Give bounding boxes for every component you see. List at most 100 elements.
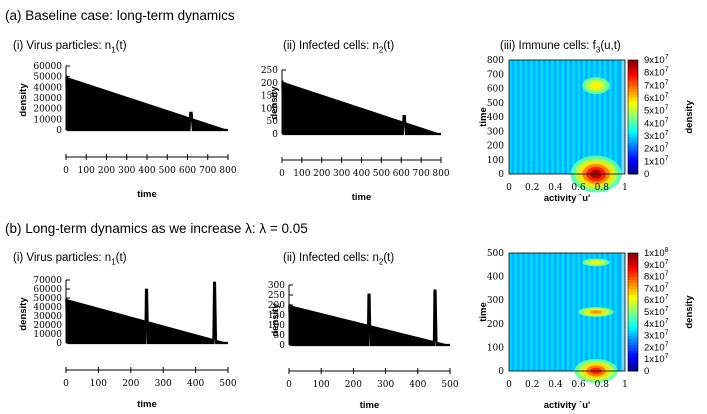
x-tick-label: 100 <box>78 166 95 176</box>
y-tick-label: 100 <box>268 321 285 331</box>
colorbar-tick-label: 5x107 <box>644 306 669 318</box>
series-line <box>281 80 441 136</box>
y-tick-label: 40000 <box>33 83 62 93</box>
y-tick-label: 500 <box>487 99 504 109</box>
y-axis-label: density <box>270 303 281 337</box>
y-axis-label: density <box>269 86 280 120</box>
x-axis-label: time <box>360 400 380 411</box>
colorbar-segment <box>628 344 638 348</box>
y-tick-label: 400 <box>487 113 504 123</box>
heatmap-stripe <box>572 253 575 371</box>
colorbar-tick-label: 6x107 <box>644 92 669 104</box>
y-axis-label: density <box>18 297 29 331</box>
y-tick-label: 100 <box>487 343 504 353</box>
heatmap-frame <box>508 59 626 175</box>
heatmap-stripe <box>603 60 607 174</box>
colorbar-segment <box>628 154 638 158</box>
colorbar-tick-label: 1x107 <box>644 353 669 365</box>
colorbar-segment <box>628 365 638 369</box>
section-b-title: (b) Long-term dynamics as we increase λ:… <box>5 221 308 236</box>
heatmap-stripe <box>551 253 554 371</box>
section-a-title: (a) Baseline case: long-term dynamics <box>5 8 235 23</box>
colorbar-segment <box>628 282 638 286</box>
x-tick-label: 300 <box>333 169 350 179</box>
y-axis-label: time <box>478 107 489 127</box>
x-tick-label: 400 <box>353 169 370 179</box>
colorbar-segment <box>628 362 638 366</box>
colorbar-segment <box>628 168 638 172</box>
colorbar-segment <box>628 338 638 342</box>
x-tick-label: 300 <box>155 379 172 389</box>
colorbar-segment <box>628 300 638 304</box>
y-tick-label: 0 <box>279 341 285 351</box>
colorbar-segment <box>628 253 638 257</box>
x-tick-label: 400 <box>409 380 426 390</box>
x-tick-label: 0 <box>286 380 292 390</box>
series-line <box>65 281 228 345</box>
heatmap-stripe <box>519 60 522 174</box>
y-tick-label: 250 <box>268 291 285 301</box>
x-tick-label: 0 <box>506 183 512 193</box>
x-tick-label: 0.4 <box>548 380 563 390</box>
y-tick-label: 200 <box>261 79 278 89</box>
colorbar-segment <box>628 255 638 260</box>
colorbar-segment <box>628 131 638 135</box>
y-tick-label: 600 <box>487 85 504 95</box>
colorbar-tick-label: 4x107 <box>644 117 669 129</box>
panel-a2-title: (ii) Infected cells: n2(t) <box>283 40 395 55</box>
x-tick-label: 100 <box>293 169 310 179</box>
x-tick-label: 300 <box>377 380 394 390</box>
colorbar-segment <box>628 62 638 67</box>
heatmap-edge <box>621 60 625 174</box>
colorbar-segment <box>628 353 638 357</box>
colorbar-segment <box>628 267 638 272</box>
heatmap-stripe <box>540 60 544 174</box>
x-tick-label: 800 <box>432 169 449 179</box>
colorbar-segment <box>628 114 638 118</box>
colorbar-segment <box>628 368 638 372</box>
colorbar-segment <box>628 122 638 127</box>
colorbar-tick-label: 1x108 <box>644 247 669 259</box>
colorbar-segment <box>628 105 638 109</box>
y-tick-label: 60000 <box>33 62 62 72</box>
colorbar-tick-label: 2x107 <box>644 341 669 353</box>
colorbar-segment <box>628 332 638 337</box>
colorbar-segment <box>628 99 638 104</box>
heatmap-stripe <box>582 60 586 174</box>
x-tick-label: 800 <box>219 166 236 176</box>
y-tick-label: 700 <box>487 70 504 80</box>
x-tick-label: 0.2 <box>525 380 539 390</box>
y-tick-label: 0 <box>56 339 62 349</box>
colorbar-segment <box>628 151 638 155</box>
colorbar-segment <box>628 258 638 263</box>
x-tick-label: 300 <box>118 166 135 176</box>
x-axis-label: time <box>352 192 372 203</box>
x-tick-label: 0 <box>63 166 69 176</box>
heatmap-stripe <box>567 60 570 174</box>
y-tick-label: 150 <box>268 311 285 321</box>
colorbar-frame <box>627 252 639 372</box>
colorbar-segment <box>628 139 638 144</box>
panel-b1-title: (i) Virus particles: n1(t) <box>13 252 127 267</box>
y-axis-label: density <box>18 83 29 117</box>
colorbar-segment <box>628 291 638 295</box>
heatmap-stripe <box>524 253 528 371</box>
colorbar-segment <box>628 285 638 289</box>
colorbar-segment <box>628 156 638 161</box>
colorbar-segment <box>628 273 638 278</box>
y-tick-label: 70000 <box>33 276 62 286</box>
heatmap-stripe <box>561 60 565 174</box>
heatmap-stripe <box>514 253 517 371</box>
x-tick-label: 500 <box>219 379 236 389</box>
y-tick-label: 100 <box>261 104 278 114</box>
x-tick-label: 0 <box>506 380 512 390</box>
x-tick-label: 700 <box>413 169 430 179</box>
colorbar-tick-label: 8x107 <box>644 271 669 283</box>
colorbar-tick-label: 9x107 <box>644 54 669 66</box>
colorbar-segment <box>628 91 638 95</box>
heatmap-stripe <box>514 60 517 174</box>
colorbar-segment <box>628 142 638 146</box>
y-tick-label: 300 <box>268 281 285 291</box>
